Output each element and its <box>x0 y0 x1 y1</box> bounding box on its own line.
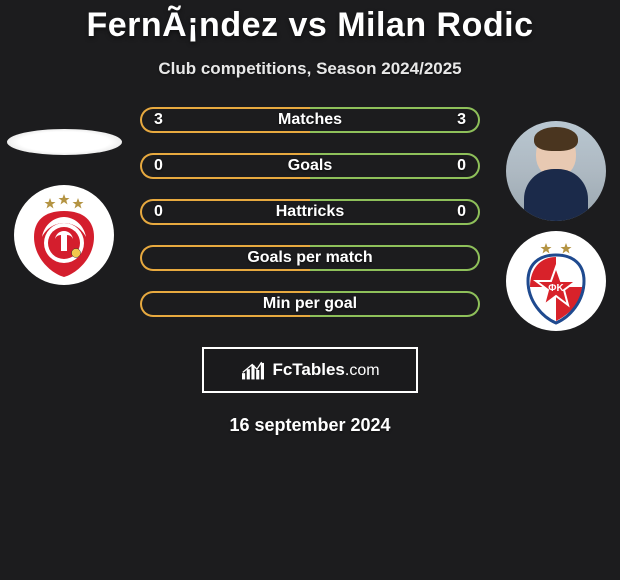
stat-value-right: 0 <box>446 203 466 221</box>
stat-value-left: 0 <box>154 203 174 221</box>
branding-icon <box>240 359 266 381</box>
player-photo-left <box>7 129 122 155</box>
page-title: FernÃ¡ndez vs Milan Rodic <box>0 6 620 45</box>
stat-label: Matches <box>174 111 446 129</box>
stat-value-left: 0 <box>154 157 174 175</box>
stat-label: Goals per match <box>174 249 446 267</box>
club-crest-right: ΦK <box>506 231 606 331</box>
comparison-content: ΦK 3Matches30Goals00Hattricks0Goals per … <box>0 107 620 447</box>
branding-text: FcTables.com <box>272 360 379 380</box>
club-crest-left <box>14 185 114 285</box>
stat-row: Min per goal <box>140 291 480 317</box>
stat-rows: 3Matches30Goals00Hattricks0Goals per mat… <box>140 107 480 337</box>
benfica-stars <box>45 194 84 209</box>
stat-row: 3Matches3 <box>140 107 480 133</box>
stat-row: 0Goals0 <box>140 153 480 179</box>
svg-text:ΦK: ΦK <box>548 283 564 294</box>
stat-row: 0Hattricks0 <box>140 199 480 225</box>
left-column <box>4 107 124 285</box>
branding-box: FcTables.com <box>202 347 418 393</box>
stat-row: Goals per match <box>140 245 480 271</box>
stat-label: Hattricks <box>174 203 446 221</box>
subtitle: Club competitions, Season 2024/2025 <box>0 59 620 79</box>
stat-value-left: 3 <box>154 111 174 129</box>
right-column: ΦK <box>496 107 616 331</box>
stat-value-right: 3 <box>446 111 466 129</box>
stat-label: Goals <box>174 157 446 175</box>
date-text: 16 september 2024 <box>0 415 620 436</box>
stat-label: Min per goal <box>174 295 446 313</box>
player-photo-right <box>506 121 606 221</box>
stat-value-right: 0 <box>446 157 466 175</box>
